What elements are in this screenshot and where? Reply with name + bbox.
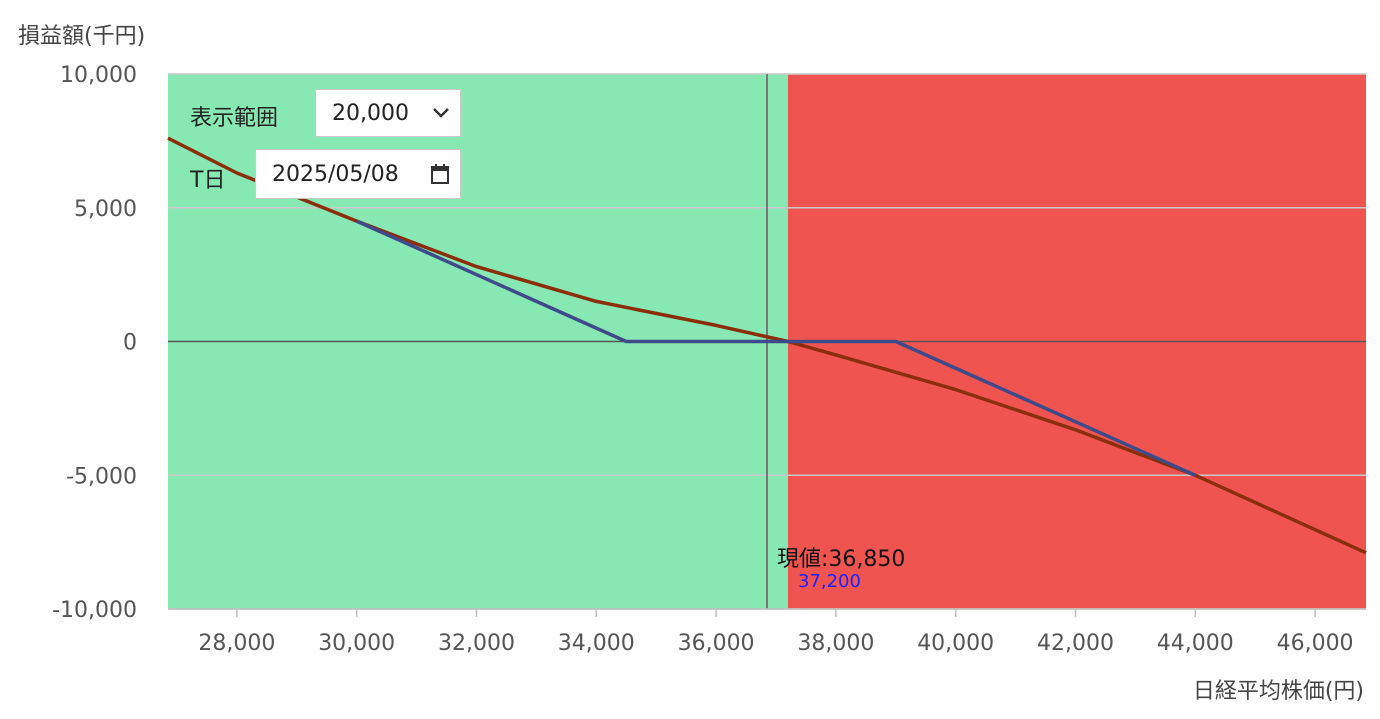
x-tick-label: 32,000 — [438, 631, 515, 656]
x-tick-label: 42,000 — [1037, 631, 1114, 656]
x-tick-labels: 28,000 30,000 32,000 34,000 36,000 38,000 40,0… — [198, 609, 1354, 656]
x-tick-label: 34,000 — [558, 631, 635, 656]
tday-date-value: 2025/05/08 — [272, 161, 399, 187]
x-tick-label: 38,000 — [797, 631, 874, 656]
chevron-down-icon — [432, 90, 450, 136]
series-line-tday — [167, 136, 1367, 555]
y-tick-label: 5,000 — [74, 197, 137, 222]
y-tick-labels: 10,000 5,000 0 -5,000 -10,000 — [52, 63, 137, 623]
range-label: 表示範囲 — [190, 106, 279, 131]
range-select-value: 20,000 — [332, 100, 409, 126]
range-select[interactable]: 20,000 — [315, 89, 461, 137]
y-tick-label: -5,000 — [66, 464, 137, 489]
x-tick-label: 28,000 — [198, 631, 275, 656]
current-price-label: 現値:36,850 — [777, 547, 905, 572]
tday-date-input[interactable]: 2025/05/08 — [255, 149, 461, 199]
x-tick-label: 46,000 — [1277, 631, 1354, 656]
calendar-icon — [430, 150, 450, 198]
x-tick-label: 44,000 — [1157, 631, 1234, 656]
y-tick-label: -10,000 — [52, 598, 137, 623]
x-tick-label: 30,000 — [318, 631, 395, 656]
tday-label: T日 — [190, 168, 226, 193]
breakeven-label: 37,200 — [798, 571, 861, 592]
x-tick-label: 40,000 — [917, 631, 994, 656]
y-axis-title: 損益額(千円) — [18, 24, 145, 49]
y-tick-label: 0 — [123, 331, 137, 356]
y-tick-label: 10,000 — [60, 63, 137, 88]
series-line-expiry — [355, 219, 1197, 477]
x-axis-title: 日経平均株価(円) — [1193, 679, 1364, 704]
x-tick-label: 36,000 — [678, 631, 755, 656]
